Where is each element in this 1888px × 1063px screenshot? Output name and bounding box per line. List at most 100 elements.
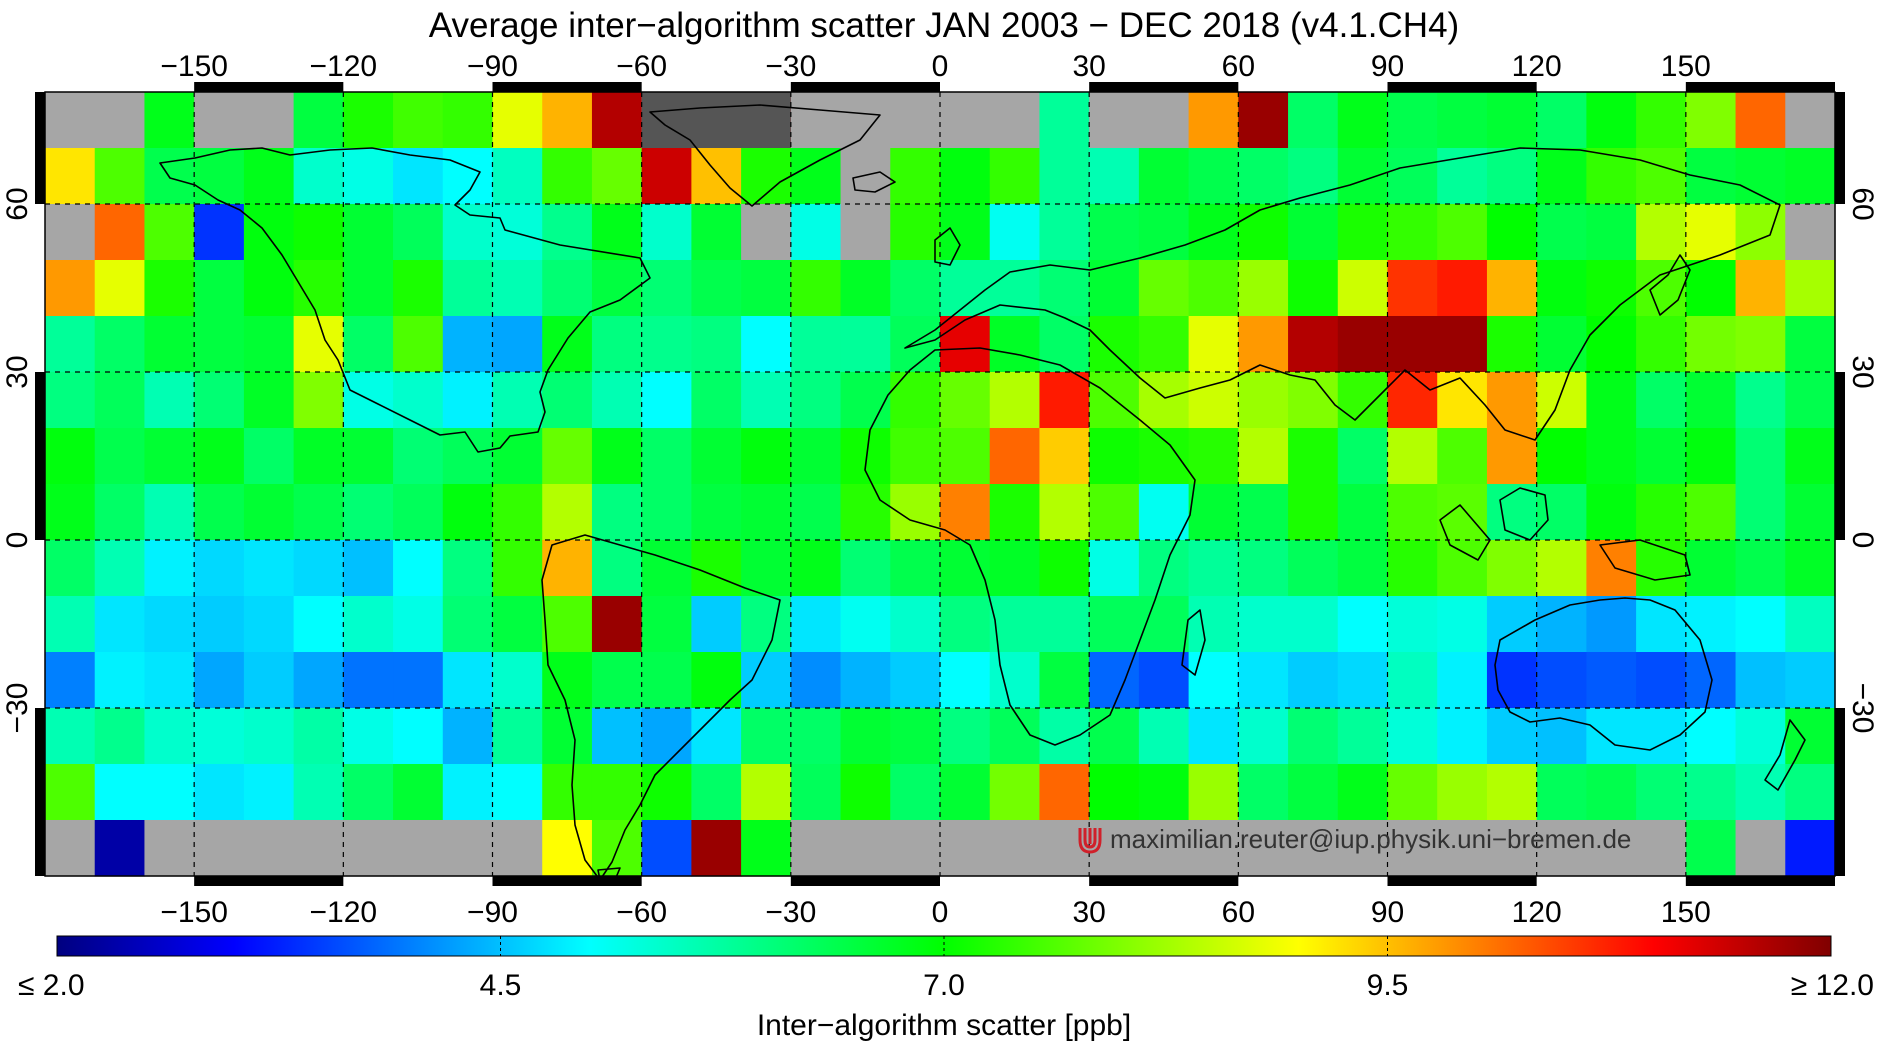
heatmap-cell xyxy=(492,484,543,541)
heatmap-cell xyxy=(890,260,941,317)
frame-band-right xyxy=(1835,708,1845,876)
heatmap-cell xyxy=(840,428,891,485)
university-logo-icon xyxy=(1078,828,1102,854)
heatmap-cell xyxy=(641,652,692,709)
heatmap-cell xyxy=(691,204,742,261)
heatmap-cell xyxy=(940,92,991,149)
heatmap-cell xyxy=(890,540,941,597)
lon-tick-label-top: 120 xyxy=(1512,50,1562,83)
heatmap-cell xyxy=(1039,764,1090,821)
heatmap-cell xyxy=(591,316,643,373)
heatmap-cell xyxy=(691,820,742,877)
heatmap-cell xyxy=(591,372,643,429)
heatmap-cell xyxy=(1337,148,1389,205)
heatmap-cell xyxy=(940,596,991,653)
heatmap-cell xyxy=(641,540,692,597)
heatmap-cell xyxy=(1387,372,1438,429)
heatmap-cell xyxy=(691,652,742,709)
heatmap-cell xyxy=(1288,148,1339,205)
frame-band-top xyxy=(1685,82,1835,92)
heatmap-cell xyxy=(293,540,344,597)
heatmap-cell xyxy=(1039,92,1090,149)
lon-tick-label-top: −120 xyxy=(310,50,378,83)
heatmap-cell xyxy=(840,372,891,429)
heatmap-cell xyxy=(691,596,742,653)
lat-tick-label-right: 60 xyxy=(1846,187,1879,220)
heatmap-cell xyxy=(94,596,146,653)
heatmap-cell xyxy=(989,764,1041,821)
frame-band-right xyxy=(1835,92,1845,204)
heatmap-cell xyxy=(1039,372,1090,429)
heatmap-cell xyxy=(393,92,444,149)
coastline-iceland xyxy=(852,171,896,193)
heatmap-cell xyxy=(1188,596,1239,653)
heatmap-cell xyxy=(492,596,543,653)
heatmap-cell xyxy=(1337,260,1389,317)
heatmap-cell xyxy=(1636,764,1687,821)
heatmap-cell xyxy=(1288,764,1339,821)
heatmap-cell xyxy=(790,316,842,373)
heatmap-cell xyxy=(243,652,295,709)
heatmap-cell xyxy=(741,428,792,485)
heatmap-cell xyxy=(1337,652,1389,709)
heatmap-cell xyxy=(1636,652,1687,709)
heatmap-cell xyxy=(1039,316,1090,373)
heatmap-cell xyxy=(1039,148,1090,205)
heatmap-cell xyxy=(243,428,295,485)
heatmap-cell xyxy=(1039,708,1090,765)
heatmap-cell xyxy=(1586,708,1637,765)
heatmap-cell xyxy=(45,260,96,317)
heatmap-cell xyxy=(691,484,742,541)
heatmap-cell xyxy=(1785,428,1836,485)
heatmap-cell xyxy=(492,652,543,709)
heatmap-cell xyxy=(1685,596,1737,653)
heatmap-cell xyxy=(542,148,593,205)
heatmap-cell xyxy=(1586,92,1637,149)
heatmap-cell xyxy=(1486,764,1538,821)
heatmap-cell xyxy=(1486,316,1538,373)
heatmap-cell xyxy=(691,708,742,765)
heatmap-cell xyxy=(1138,820,1190,877)
axis-ticks: −150 −150 −120 −120 −90 −90 −60 −60 −30 −30 0 0 30 30… xyxy=(1,50,1879,929)
heatmap-cell xyxy=(790,372,842,429)
frame-band-top xyxy=(194,82,344,92)
heatmap-cell xyxy=(442,764,494,821)
heatmap-cell xyxy=(1536,316,1587,373)
lon-tick-label-bottom: 60 xyxy=(1222,896,1255,929)
heatmap-cell xyxy=(890,204,941,261)
heatmap-cell xyxy=(1685,92,1737,149)
frame-band-bottom xyxy=(1089,876,1239,886)
heatmap-cell xyxy=(293,596,344,653)
heatmap-cell xyxy=(1089,260,1140,317)
heatmap-cell xyxy=(343,92,394,149)
heatmap-cell xyxy=(1437,540,1488,597)
heatmap-cell xyxy=(492,148,543,205)
heatmap-cell xyxy=(1536,652,1587,709)
heatmap-cell xyxy=(1437,428,1488,485)
heatmap-cell xyxy=(194,316,245,373)
heatmap-cell xyxy=(343,708,394,765)
heatmap-cell xyxy=(641,484,692,541)
heatmap-cell xyxy=(542,764,593,821)
heatmap-cell xyxy=(1785,316,1836,373)
heatmap-cell xyxy=(1138,708,1190,765)
heatmap-cell xyxy=(890,92,941,149)
heatmap-cell xyxy=(1188,204,1239,261)
heatmap-cell xyxy=(1387,708,1438,765)
heatmap-cell xyxy=(1238,540,1289,597)
heatmap-cell xyxy=(1387,820,1438,877)
coastline-japan xyxy=(1649,254,1691,316)
heatmap-cell xyxy=(243,540,295,597)
heatmap-cell xyxy=(1288,540,1339,597)
coastline-madagascar xyxy=(1181,609,1206,676)
coastline-eurasia xyxy=(904,147,1781,441)
heatmap-cell xyxy=(790,764,842,821)
heatmap-cell xyxy=(1636,372,1687,429)
heatmap-cell xyxy=(1138,596,1190,653)
heatmap-cell xyxy=(790,148,842,205)
heatmap-cell xyxy=(194,764,245,821)
lon-tick-label-bottom: −30 xyxy=(765,896,816,929)
heatmap-cell xyxy=(293,764,344,821)
heatmap-cell xyxy=(442,596,494,653)
heatmap-cell xyxy=(293,652,344,709)
